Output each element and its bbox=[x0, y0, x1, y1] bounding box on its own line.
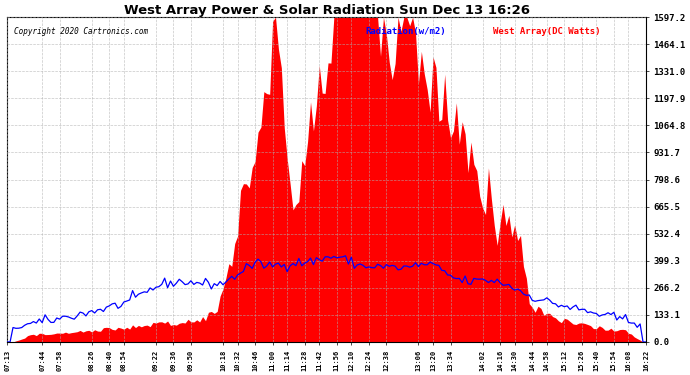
Title: West Array Power & Solar Radiation Sun Dec 13 16:26: West Array Power & Solar Radiation Sun D… bbox=[124, 4, 529, 17]
Text: Copyright 2020 Cartronics.com: Copyright 2020 Cartronics.com bbox=[14, 27, 148, 36]
Text: West Array(DC Watts): West Array(DC Watts) bbox=[493, 27, 600, 36]
Text: Radiation(w/m2): Radiation(w/m2) bbox=[365, 27, 446, 36]
